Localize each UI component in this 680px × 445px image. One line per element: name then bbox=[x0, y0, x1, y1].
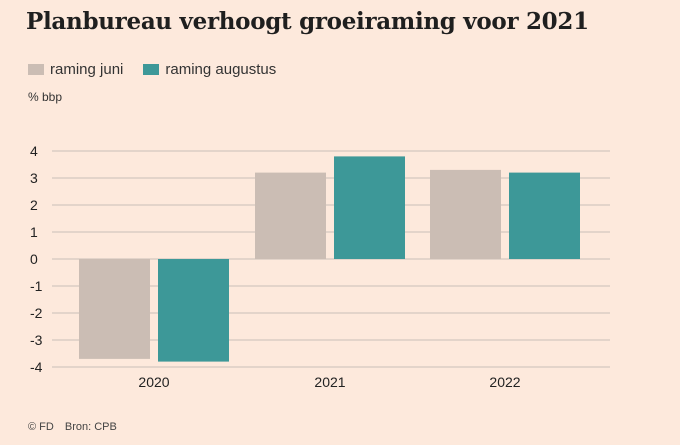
y-tick-label: 1 bbox=[30, 224, 38, 240]
y-tick-label: 0 bbox=[30, 251, 38, 267]
y-tick-label: 4 bbox=[30, 143, 38, 159]
x-tick-label: 2022 bbox=[489, 374, 520, 390]
bar-2022-augustus bbox=[509, 172, 580, 259]
y-tick-label: -4 bbox=[30, 359, 43, 375]
legend-item-juni: raming juni bbox=[28, 61, 123, 78]
legend-label-augustus: raming augustus bbox=[165, 61, 277, 78]
legend-swatch-augustus bbox=[143, 64, 160, 75]
chart-title: Planbureau verhoogt groeiraming voor 202… bbox=[26, 8, 589, 35]
y-tick-label: 3 bbox=[30, 170, 38, 186]
y-tick-label: 2 bbox=[30, 197, 38, 213]
legend-swatch-juni bbox=[28, 64, 44, 75]
y-unit-label: % bbp bbox=[28, 90, 63, 104]
legend: raming juni raming augustus bbox=[28, 61, 296, 78]
bar-2020-augustus bbox=[158, 259, 229, 362]
legend-label-juni: raming juni bbox=[50, 61, 124, 78]
source-label: Bron: CPB bbox=[64, 421, 117, 433]
bar-2020-juni bbox=[79, 259, 150, 359]
y-tick-label: -2 bbox=[30, 305, 43, 321]
bar-2021-juni bbox=[255, 172, 326, 259]
legend-item-augustus: raming augustus bbox=[143, 61, 276, 78]
copyright-label: © FD bbox=[28, 421, 54, 433]
bar-2022-juni bbox=[430, 169, 501, 259]
y-tick-label: -3 bbox=[30, 332, 43, 348]
bar-2021-augustus bbox=[334, 156, 405, 259]
footer: © FD Bron: CPB bbox=[28, 421, 125, 433]
y-tick-label: -1 bbox=[30, 278, 43, 294]
x-tick-label: 2020 bbox=[138, 374, 169, 390]
x-tick-label: 2021 bbox=[314, 374, 345, 390]
